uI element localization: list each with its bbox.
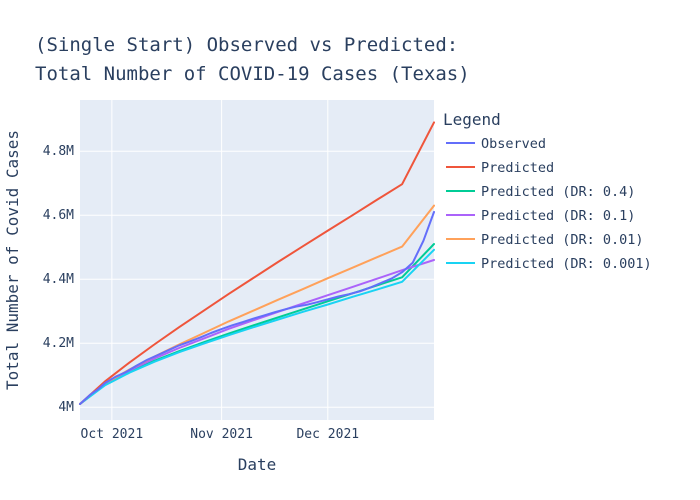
legend-label: Predicted (DR: 0.4) bbox=[481, 184, 635, 200]
legend-title: Legend bbox=[443, 110, 501, 129]
legend-item[interactable]: Observed bbox=[446, 136, 546, 152]
chart-title-line-1: (Single Start) Observed vs Predicted: bbox=[35, 34, 458, 56]
legend-label: Predicted (DR: 0.1) bbox=[481, 208, 635, 224]
legend: Legend Observed Predicted Predicted (DR: 0… bbox=[443, 110, 652, 272]
series-line-predicted-dr-0-001 bbox=[79, 248, 435, 405]
legend-item[interactable]: Predicted (DR: 0.001) bbox=[446, 256, 652, 272]
y-tick-label: 4.8M bbox=[43, 144, 74, 159]
x-tick-label: Oct 2021 bbox=[81, 427, 144, 442]
chart-title-line-2: Total Number of COVID-19 Cases (Texas) bbox=[35, 63, 470, 85]
series-lines bbox=[79, 121, 435, 405]
legend-label: Observed bbox=[481, 136, 546, 152]
legend-label: Predicted (DR: 0.001) bbox=[481, 256, 652, 272]
series-line-observed bbox=[79, 211, 435, 405]
legend-label: Predicted bbox=[481, 160, 554, 176]
legend-label: Predicted (DR: 0.01) bbox=[481, 232, 644, 248]
x-tick-label: Dec 2021 bbox=[296, 427, 359, 442]
x-axis-ticks: Oct 2021 Nov 2021 Dec 2021 bbox=[81, 427, 360, 442]
legend-item[interactable]: Predicted bbox=[446, 160, 554, 176]
y-tick-label: 4.6M bbox=[43, 208, 74, 223]
x-axis-title: Date bbox=[238, 455, 277, 474]
y-axis-title: Total Number of Covid Cases bbox=[3, 130, 22, 390]
y-tick-label: 4.2M bbox=[43, 336, 74, 351]
y-axis-ticks: 4M 4.2M 4.4M 4.6M 4.8M bbox=[43, 144, 74, 415]
series-line-predicted-dr-0-1 bbox=[79, 259, 435, 405]
legend-item[interactable]: Predicted (DR: 0.1) bbox=[446, 208, 635, 224]
legend-item[interactable]: Predicted (DR: 0.4) bbox=[446, 184, 635, 200]
x-tick-label: Nov 2021 bbox=[190, 427, 253, 442]
y-tick-label: 4M bbox=[58, 400, 74, 415]
legend-item[interactable]: Predicted (DR: 0.01) bbox=[446, 232, 644, 248]
y-tick-label: 4.4M bbox=[43, 272, 74, 287]
series-line-predicted bbox=[79, 121, 435, 405]
